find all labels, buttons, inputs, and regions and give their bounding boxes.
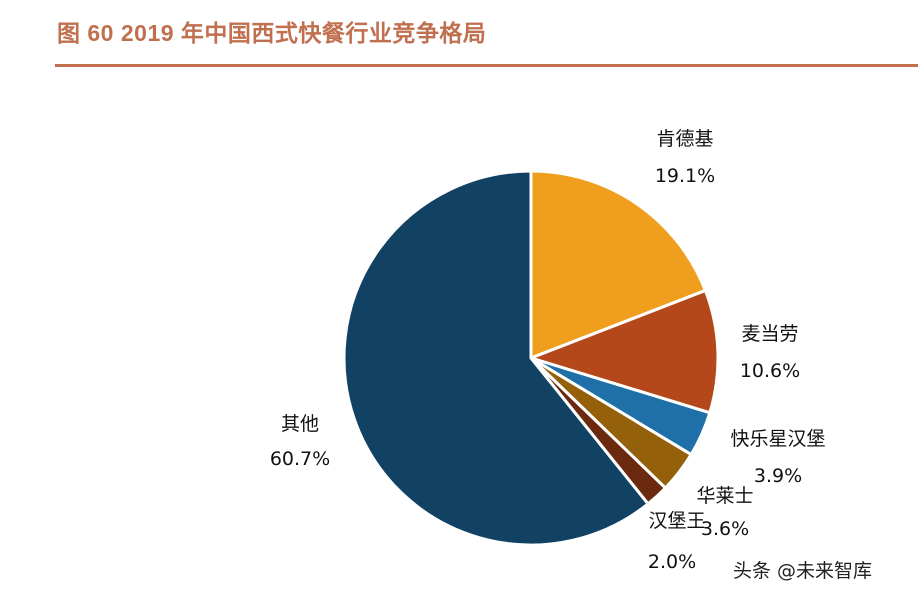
- slice-value-label: 10.6%: [740, 360, 800, 382]
- slice-value-label: 3.9%: [754, 465, 802, 487]
- figure-title: 图 60 2019 年中国西式快餐行业竞争格局: [57, 20, 487, 46]
- watermark: 头条 @未来智库: [733, 560, 873, 582]
- slice-label: 华莱士: [696, 485, 753, 507]
- pie-slice-0: [529, 169, 708, 361]
- slice-label: 其他: [281, 413, 319, 435]
- slice-value-label: 2.0%: [648, 551, 696, 573]
- pie-slice-1: [526, 288, 720, 415]
- title-divider: [55, 64, 918, 67]
- slice-value-label: 19.1%: [655, 165, 715, 187]
- slice-label: 麦当劳: [741, 323, 798, 345]
- slice-label: 肯德基: [656, 128, 713, 150]
- slice-value-label: 60.7%: [270, 448, 330, 470]
- pie-slice-5: [342, 169, 651, 547]
- slice-label: 快乐星汉堡: [730, 428, 825, 450]
- slice-label: 汉堡王: [648, 510, 705, 532]
- slice-value-label: 3.6%: [701, 518, 749, 540]
